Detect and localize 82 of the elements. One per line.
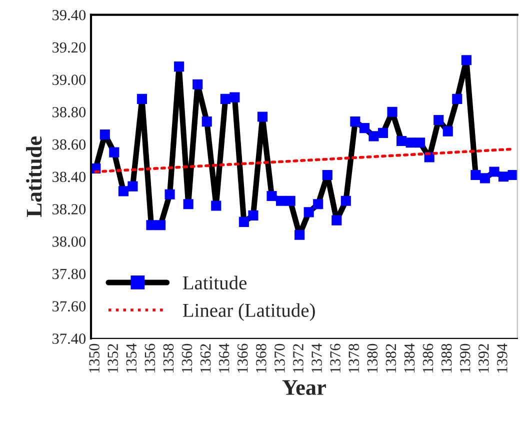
point bbox=[378, 128, 388, 138]
x-tick-label: 1372 bbox=[293, 344, 304, 372]
y-tick-label: 38.20 bbox=[52, 204, 86, 214]
x-tick-label: 1380 bbox=[367, 344, 378, 372]
x-tick-label: 1352 bbox=[108, 344, 118, 372]
point bbox=[508, 170, 518, 180]
point bbox=[304, 207, 314, 218]
point bbox=[174, 62, 184, 72]
point bbox=[340, 196, 351, 206]
point bbox=[155, 220, 166, 230]
point bbox=[276, 196, 286, 206]
point bbox=[415, 138, 426, 148]
point bbox=[313, 199, 324, 210]
x-tick-label: 1382 bbox=[386, 344, 396, 372]
legend-label: Latitude bbox=[182, 276, 247, 290]
point bbox=[359, 123, 370, 134]
y-tick-label: 37.80 bbox=[52, 268, 86, 280]
y-tick-label: 39.20 bbox=[52, 42, 86, 53]
x-tick-label: 1392 bbox=[478, 344, 489, 372]
x-tick-label: 1378 bbox=[348, 344, 360, 372]
x-tick-label: 1356 bbox=[144, 344, 156, 372]
x-tick-label: 1368 bbox=[256, 344, 266, 372]
point bbox=[248, 210, 258, 220]
point bbox=[136, 94, 148, 104]
point bbox=[164, 189, 175, 200]
x-tick-label: 1358 bbox=[163, 344, 174, 372]
x-tick-label: 1376 bbox=[330, 344, 340, 372]
point bbox=[109, 147, 120, 158]
point bbox=[128, 181, 138, 192]
point bbox=[211, 200, 222, 211]
point bbox=[257, 112, 268, 122]
point bbox=[461, 55, 472, 66]
y-tick-label: 38.80 bbox=[52, 107, 86, 118]
point bbox=[498, 172, 509, 182]
x-tick-label: 1360 bbox=[182, 344, 192, 372]
point bbox=[192, 79, 203, 90]
point bbox=[266, 190, 277, 202]
point bbox=[332, 215, 342, 226]
x-tick-label: 1384 bbox=[404, 344, 415, 372]
legend-label: Linear (Latitude) bbox=[182, 303, 315, 321]
point bbox=[434, 114, 444, 126]
x-tick-label: 1390 bbox=[460, 344, 470, 372]
point bbox=[480, 173, 490, 184]
x-tick-label: 1374 bbox=[312, 344, 322, 372]
point bbox=[406, 138, 416, 148]
y-tick-label: 39.40 bbox=[52, 10, 86, 20]
y-tick-label: 38.00 bbox=[52, 236, 86, 247]
x-tick-label: 1386 bbox=[422, 344, 434, 372]
point bbox=[220, 94, 230, 104]
y-axis-title: Latitude bbox=[26, 136, 42, 217]
point bbox=[230, 92, 240, 102]
point bbox=[238, 216, 249, 227]
y-tick-label: 37.60 bbox=[52, 301, 86, 312]
x-tick-label: 1370 bbox=[274, 344, 285, 372]
point bbox=[452, 94, 462, 104]
point bbox=[100, 130, 110, 140]
y-tick-label: 37.40 bbox=[52, 334, 86, 344]
point bbox=[183, 199, 194, 210]
x-tick-label: 1388 bbox=[441, 344, 452, 372]
point bbox=[202, 116, 212, 127]
x-tick-label: 1364 bbox=[218, 344, 230, 372]
point bbox=[470, 170, 481, 180]
point bbox=[368, 131, 379, 142]
point bbox=[285, 196, 296, 206]
x-tick-label: 1394 bbox=[497, 344, 508, 372]
y-tick-label: 39.00 bbox=[52, 74, 86, 86]
x-tick-label: 1362 bbox=[200, 344, 211, 372]
y-tick-label: 38.60 bbox=[52, 139, 86, 150]
point bbox=[322, 170, 332, 180]
point bbox=[387, 106, 398, 117]
x-tick-label: 1350 bbox=[89, 344, 100, 372]
point bbox=[350, 116, 360, 127]
point bbox=[146, 220, 156, 230]
point bbox=[396, 136, 407, 146]
point bbox=[294, 230, 305, 240]
point bbox=[489, 166, 500, 177]
x-axis-title: Year bbox=[282, 380, 326, 396]
x-tick-label: 1366 bbox=[238, 344, 248, 372]
point bbox=[442, 126, 453, 136]
y-tick-label: 38.40 bbox=[52, 172, 86, 182]
point bbox=[118, 186, 128, 196]
x-tick-label: 1354 bbox=[126, 344, 137, 372]
